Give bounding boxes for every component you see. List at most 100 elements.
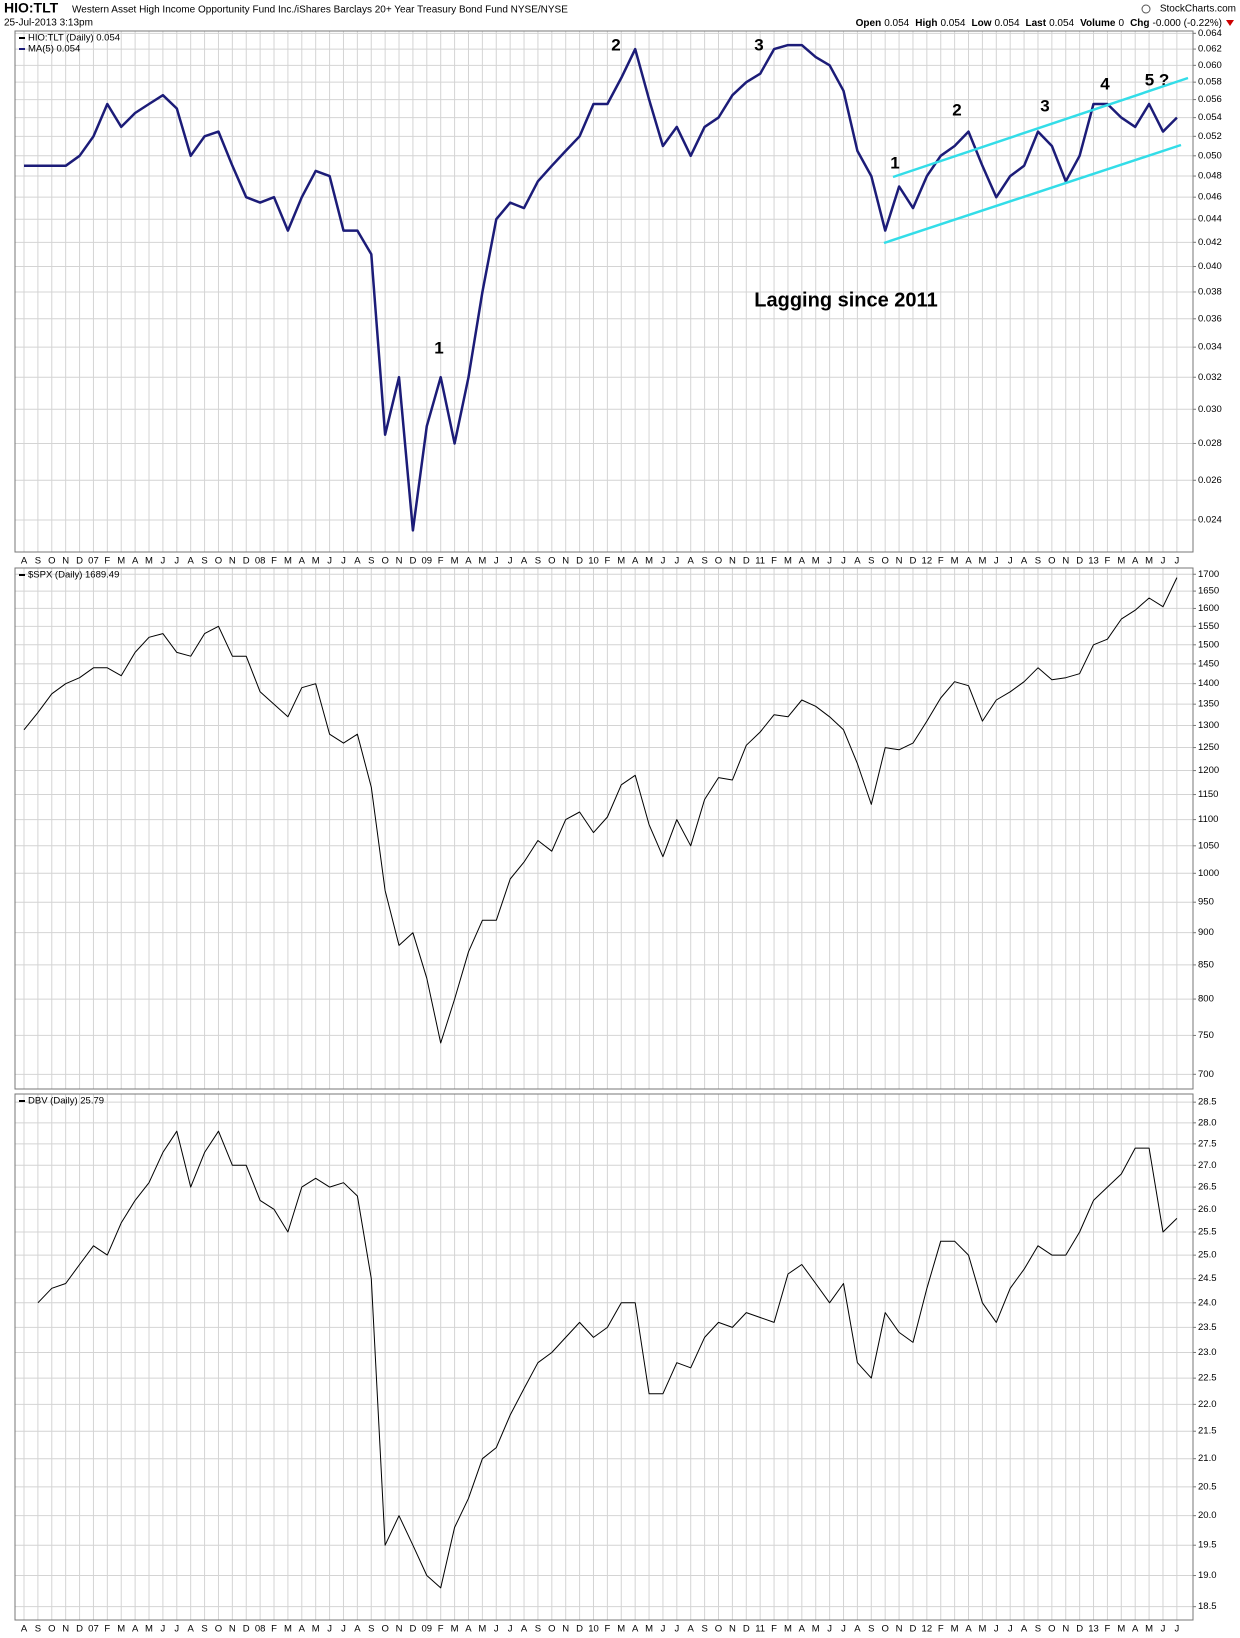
x-tick-label: J [494,1624,499,1635]
x-tick-label: N [62,556,69,567]
x-tick-label: M [451,556,459,567]
x-tick-label: M [1117,1624,1125,1635]
y-tick-label: 1100 [1198,814,1218,825]
x-tick-label: F [271,1624,277,1635]
x-tick-label: S [868,1624,874,1635]
legend-label: HIO:TLT (Daily) 0.054 [28,33,120,44]
source: StockCharts.com [1160,4,1236,15]
y-tick-label: 0.032 [1198,372,1222,383]
x-tick-label: A [632,1624,639,1635]
change-arrow [1226,20,1234,26]
x-tick-label: F [938,556,944,567]
x-tick-label: D [76,556,83,567]
y-tick-label: 1600 [1198,603,1219,614]
x-tick-label: S [535,556,541,567]
annotation: 2 [952,100,961,119]
x-tick-label: A [132,556,139,567]
x-tick-label: S [1035,556,1041,567]
legend-label: MA(5) 0.054 [28,44,80,55]
y-tick-label: 0.042 [1198,237,1222,248]
x-tick-label: S [201,1624,207,1635]
x-tick-label: 12 [922,556,933,567]
x-tick-label: S [368,1624,374,1635]
x-tick-label: 12 [922,1624,933,1635]
y-tick-label: 0.050 [1198,150,1222,161]
y-tick-label: 23.5 [1198,1322,1217,1333]
x-tick-label: M [1145,1624,1153,1635]
x-tick-label: N [229,556,236,567]
x-tick-label: N [1062,556,1069,567]
x-tick-label: D [910,556,917,567]
description: Western Asset High Income Opportunity Fu… [72,5,568,16]
x-tick-label: J [1008,1624,1013,1635]
x-tick-label: A [799,556,806,567]
y-tick-label: 27.0 [1198,1160,1217,1171]
x-tick-label: A [354,1624,361,1635]
annotation: 1 [434,338,443,357]
quote-value: 0.054 [1049,18,1074,29]
y-tick-label: 1000 [1198,868,1219,879]
x-tick-label: A [521,1624,528,1635]
x-tick-label: A [299,556,306,567]
y-tick-label: 24.0 [1198,1297,1217,1308]
x-tick-label: O [381,1624,388,1635]
y-tick-label: 1300 [1198,720,1219,731]
y-tick-label: 22.0 [1198,1399,1217,1410]
y-tick-label: 24.5 [1198,1273,1217,1284]
x-tick-label: J [174,1624,179,1635]
y-tick-label: 1400 [1198,678,1219,689]
annotation: 5 ? [1145,70,1170,89]
annotation: 3 [1040,96,1049,115]
x-tick-label: N [896,556,903,567]
x-tick-label: M [117,1624,125,1635]
y-tick-label: 28.0 [1198,1117,1217,1128]
quote: Open 0.054 High 0.054 Low 0.054 Last 0.054 Volum… [856,18,1222,29]
x-tick-label: D [576,556,583,567]
y-tick-label: 22.5 [1198,1373,1217,1384]
x-tick-label: A [188,556,195,567]
y-tick-label: 1500 [1198,639,1219,650]
quote-value: 0.054 [994,18,1019,29]
x-tick-label: A [1132,556,1139,567]
x-tick-label: N [62,1624,69,1635]
x-tick-label: O [381,556,388,567]
x-tick-label: 10 [588,556,599,567]
x-tick-label: 13 [1088,1624,1099,1635]
y-tick-label: 850 [1198,959,1214,970]
x-tick-label: M [645,556,653,567]
quote-value: 0.054 [940,18,965,29]
y-tick-label: 0.048 [1198,171,1222,182]
x-tick-label: M [617,556,625,567]
x-tick-label: O [1048,556,1055,567]
x-tick-label: M [478,556,486,567]
x-tick-label: 07 [88,1624,99,1635]
series-line [37,1130,1178,1589]
x-tick-label: J [508,556,513,567]
x-tick-label: J [841,1624,846,1635]
x-tick-label: N [396,556,403,567]
x-tick-label: F [604,1624,610,1635]
x-tick-label: F [771,1624,777,1635]
x-tick-label: O [215,1624,222,1635]
timestamp: 25-Jul-2013 3:13pm [4,18,93,29]
x-tick-label: A [1021,1624,1028,1635]
y-tick-label: 0.030 [1198,404,1222,415]
x-tick-label: F [771,556,777,567]
y-tick-label: 0.038 [1198,286,1222,297]
x-tick-label: M [812,1624,820,1635]
x-tick-label: D [1076,556,1083,567]
x-tick-label: A [21,556,28,567]
y-tick-label: 700 [1198,1069,1214,1080]
x-tick-label: A [632,556,639,567]
x-tick-label: J [341,556,346,567]
x-tick-label: A [465,1624,472,1635]
x-tick-label: M [1145,556,1153,567]
y-tick-label: 20.0 [1198,1510,1217,1521]
x-tick-label: M [812,556,820,567]
x-tick-label: D [743,556,750,567]
quote-label: High [915,18,937,29]
x-tick-label: A [465,556,472,567]
x-tick-label: F [104,556,110,567]
x-tick-label: M [117,556,125,567]
